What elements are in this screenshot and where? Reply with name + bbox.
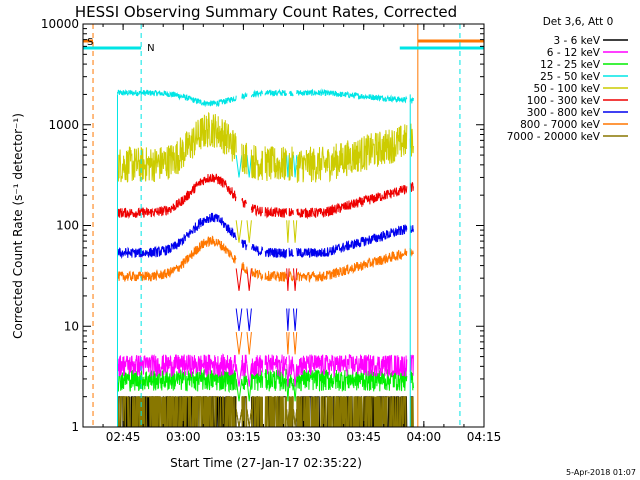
- legend-label: 3 - 6 keV: [553, 35, 600, 47]
- series-line-100-300-kev: [117, 173, 414, 291]
- legend-label: 25 - 50 keV: [540, 71, 601, 83]
- legend-label: 300 - 800 keV: [527, 107, 601, 119]
- legend-label: 12 - 25 keV: [540, 59, 601, 71]
- legend-label: 50 - 100 keV: [533, 83, 600, 95]
- x-tick-label: 03:30: [286, 430, 321, 444]
- x-axis-label: Start Time (27-Jan-17 02:35:22): [170, 456, 362, 470]
- legend-label: 100 - 300 keV: [527, 95, 601, 107]
- footer-date: 5-Apr-2018 01:07: [566, 468, 636, 477]
- flag-layer: SN: [83, 24, 484, 427]
- series-line-25-50-kev: [117, 88, 414, 178]
- s-flag-label: S: [87, 37, 93, 48]
- series-line-6-12-kev: [117, 353, 414, 387]
- data-layer: [116, 88, 414, 427]
- legend-label: 800 - 7000 keV: [520, 119, 601, 131]
- x-tick-label: 03:00: [166, 430, 201, 444]
- y-axis-label: Corrected Count Rate (s⁻¹ detector⁻¹): [11, 113, 25, 339]
- x-tick-label: 02:45: [106, 430, 141, 444]
- legend-label: 7000 - 20000 keV: [507, 131, 601, 143]
- x-tick-label: 04:15: [467, 430, 502, 444]
- tick-layer: 02:45 03:00 03:15 03:30 03:45 04:00 04:15 1 10 10…: [41, 17, 501, 444]
- x-tick-label: 03:15: [226, 430, 261, 444]
- y-tick-label: 100: [56, 219, 79, 233]
- series-line-12-25-kev: [117, 368, 414, 402]
- legend-label: 6 - 12 keV: [547, 47, 601, 59]
- legend-header: Det 3,6, Att 0: [543, 16, 614, 28]
- chart-title: HESSI Observing Summary Count Rates, Cor…: [75, 3, 457, 21]
- series-line-800-7000-kev: [117, 235, 414, 355]
- x-tick-label: 04:00: [407, 430, 442, 444]
- y-tick-label: 1: [71, 420, 79, 434]
- n-flag-label: N: [147, 43, 154, 54]
- series-line-50-100-kev: [117, 111, 414, 243]
- x-tick-label: 03:45: [346, 430, 381, 444]
- y-tick-label: 10000: [41, 17, 79, 31]
- y-tick-label: 1000: [48, 118, 79, 132]
- series-group: [116, 88, 414, 427]
- y-tick-label: 10: [64, 319, 79, 333]
- series-line-300-800-kev: [117, 212, 414, 331]
- series-line-7000-20000-kev: [117, 396, 414, 427]
